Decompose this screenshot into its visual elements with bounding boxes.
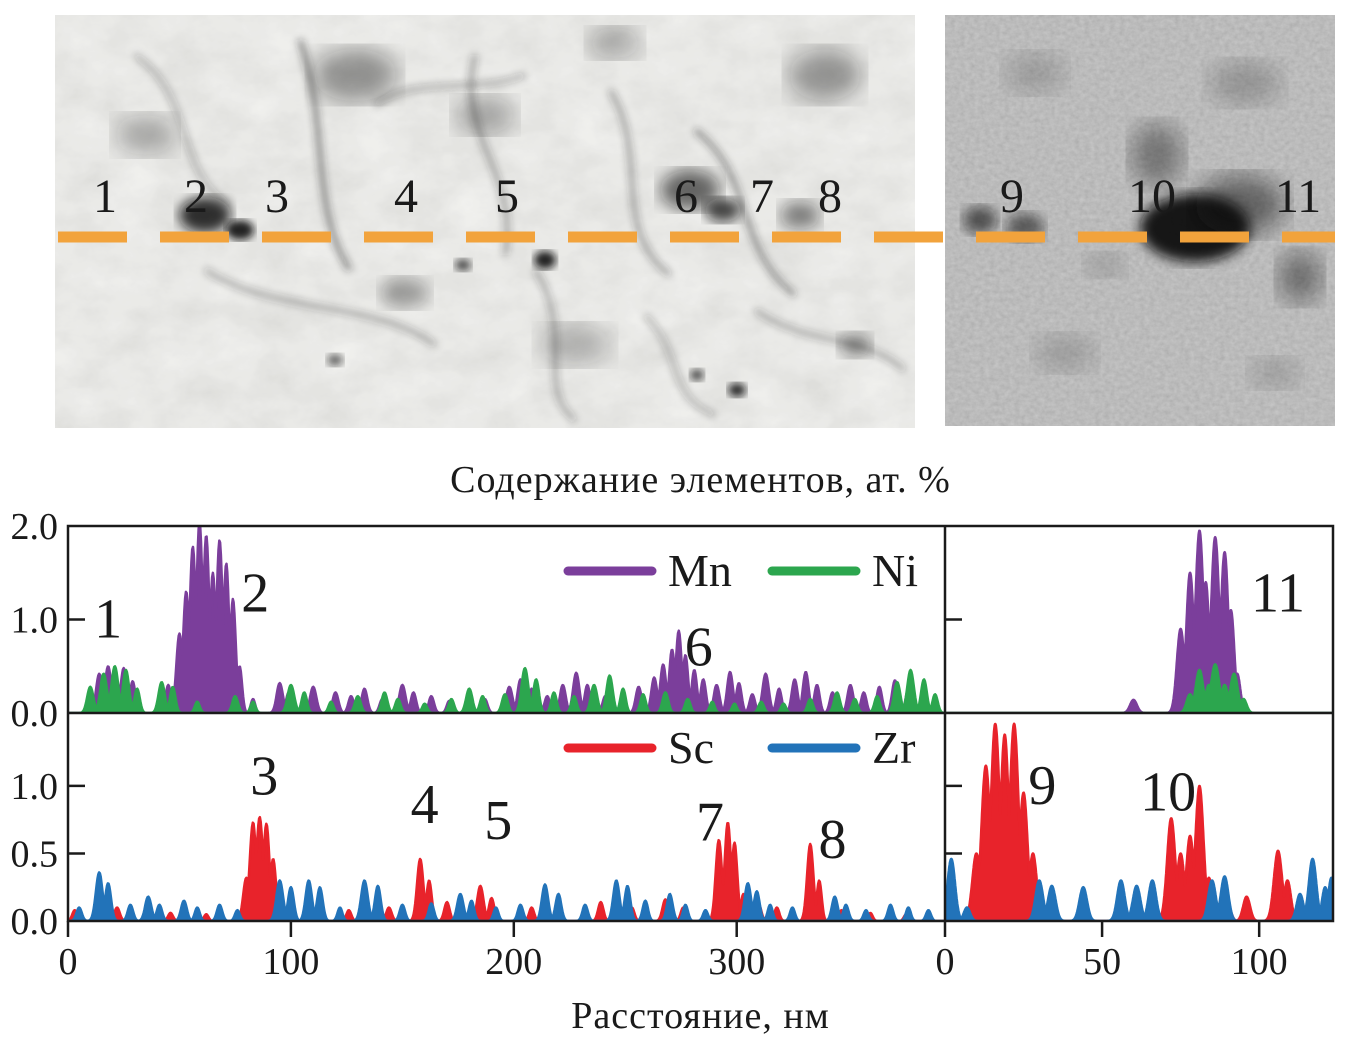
x-tick-label: 300 [708, 941, 765, 983]
peak-annotation-2: 2 [241, 562, 269, 624]
figure-graphic [780, 201, 820, 229]
figure-graphic [313, 49, 397, 101]
peak-annotation-7: 7 [696, 791, 724, 853]
series-Ni-area [945, 663, 1333, 713]
figure-graphic [1005, 53, 1065, 93]
x-tick-label: 0 [936, 941, 955, 983]
figure-graphic [1250, 358, 1300, 388]
figure-graphic [381, 278, 429, 308]
series-Zr-area [945, 857, 1333, 921]
figure-graphic [963, 206, 997, 234]
scan-point-label-10: 10 [1128, 170, 1176, 223]
peak-annotation-1: 1 [94, 589, 122, 651]
x-tick-label: 50 [1083, 941, 1121, 983]
panel-top-right [945, 529, 1333, 713]
figure-graphic [539, 325, 611, 365]
figure-graphic [753, 308, 907, 372]
figure-graphic [839, 333, 871, 357]
figure-graphic [327, 354, 343, 366]
figure-graphic [705, 198, 741, 222]
y-tick-label: 0.0 [11, 693, 59, 735]
peak-annotation-3: 3 [250, 746, 278, 808]
series-Mn-area [68, 526, 944, 713]
right-micrograph [945, 15, 1335, 426]
figure-graphic [1195, 175, 1285, 235]
peak-annotation-6: 6 [685, 617, 713, 679]
dark-particles [963, 53, 1322, 388]
x-tick-label: 100 [1231, 941, 1288, 983]
x-tick-label: 200 [485, 941, 542, 983]
panel-top-left [68, 526, 944, 713]
y-tick-label: 1.0 [11, 600, 59, 642]
y-tick-label: 0.0 [11, 901, 59, 943]
peak-annotation-4: 4 [411, 774, 439, 836]
figure-graphic [133, 53, 231, 207]
figure-graphic [1131, 123, 1183, 187]
figure-graphic [455, 259, 471, 271]
scan-point-label-4: 4 [394, 170, 418, 223]
figure-graphic [643, 313, 716, 417]
legend-label-Zr: Zr [872, 722, 915, 773]
figure-graphic [115, 115, 175, 155]
legend-label-Sc: Sc [668, 722, 714, 773]
scan-point-label-5: 5 [495, 170, 519, 223]
figure-graphic [789, 49, 861, 101]
y-tick-label: 0.5 [11, 833, 59, 875]
peak-annotation-11: 11 [1251, 562, 1305, 624]
figure-graphic [226, 220, 254, 240]
chart-title: Содержание элементов, ат. % [450, 459, 951, 501]
scan-point-label-3: 3 [265, 170, 289, 223]
series-Sc-area [945, 722, 1333, 921]
x-tick-label: 100 [262, 941, 319, 983]
figure-graphic [534, 251, 556, 269]
figure-graphic [660, 170, 720, 210]
peak-annotation-5: 5 [484, 790, 512, 852]
scan-point-label-9: 9 [1000, 170, 1024, 223]
chart-frame [66, 524, 1335, 923]
y-tick-label: 1.0 [11, 766, 59, 808]
scan-line-layer: 1 2 3 4 5 6 7 8 9 10 11 [58, 170, 1335, 243]
figure-graphic [1278, 251, 1322, 303]
left-micrograph [55, 15, 915, 428]
panel-bottom-right [945, 722, 1333, 921]
scan-point-label-11: 11 [1275, 170, 1321, 223]
figure-graphic [455, 97, 515, 133]
figure-graphic [373, 73, 526, 107]
scan-point-label-7: 7 [750, 170, 774, 223]
x-tick-label: 0 [59, 941, 78, 983]
scan-point-label-6: 6 [674, 170, 698, 223]
figure-graphic [1035, 335, 1095, 371]
figure-graphic [589, 28, 641, 58]
figure-graphic [690, 369, 704, 381]
peak-annotation-8: 8 [819, 809, 847, 871]
figure-graphic [693, 128, 797, 297]
figure-graphic [179, 197, 231, 233]
series-Ni-area [68, 665, 944, 713]
legend-label-Mn: Mn [668, 545, 732, 596]
dark-precipitates [115, 28, 871, 397]
peak-annotation-10: 10 [1140, 762, 1196, 824]
figure-graphic [608, 88, 672, 277]
figure-graphic [1085, 253, 1125, 277]
series-Mn-area [945, 529, 1333, 713]
peak-annotation-9: 9 [1028, 755, 1056, 817]
x-axis-label: Расстояние, нм [571, 995, 830, 1037]
scan-point-label-2: 2 [184, 170, 208, 223]
figure-graphic [1209, 61, 1281, 105]
scan-point-label-8: 8 [818, 170, 842, 223]
figure-graphic [203, 268, 437, 347]
chart-layer: 1 2 6 11 3 4 5 7 8 9 10 0.0 1.0 2.0 0.0 0.5 1.0 0 100 200 30… [11, 506, 1335, 983]
y-tick-label: 2.0 [11, 506, 59, 548]
figure-graphic [297, 39, 353, 272]
figure-graphic [728, 383, 746, 397]
figure-graphic [66, 524, 1335, 923]
legend-label-Ni: Ni [872, 545, 918, 596]
scan-point-label-1: 1 [93, 170, 117, 223]
